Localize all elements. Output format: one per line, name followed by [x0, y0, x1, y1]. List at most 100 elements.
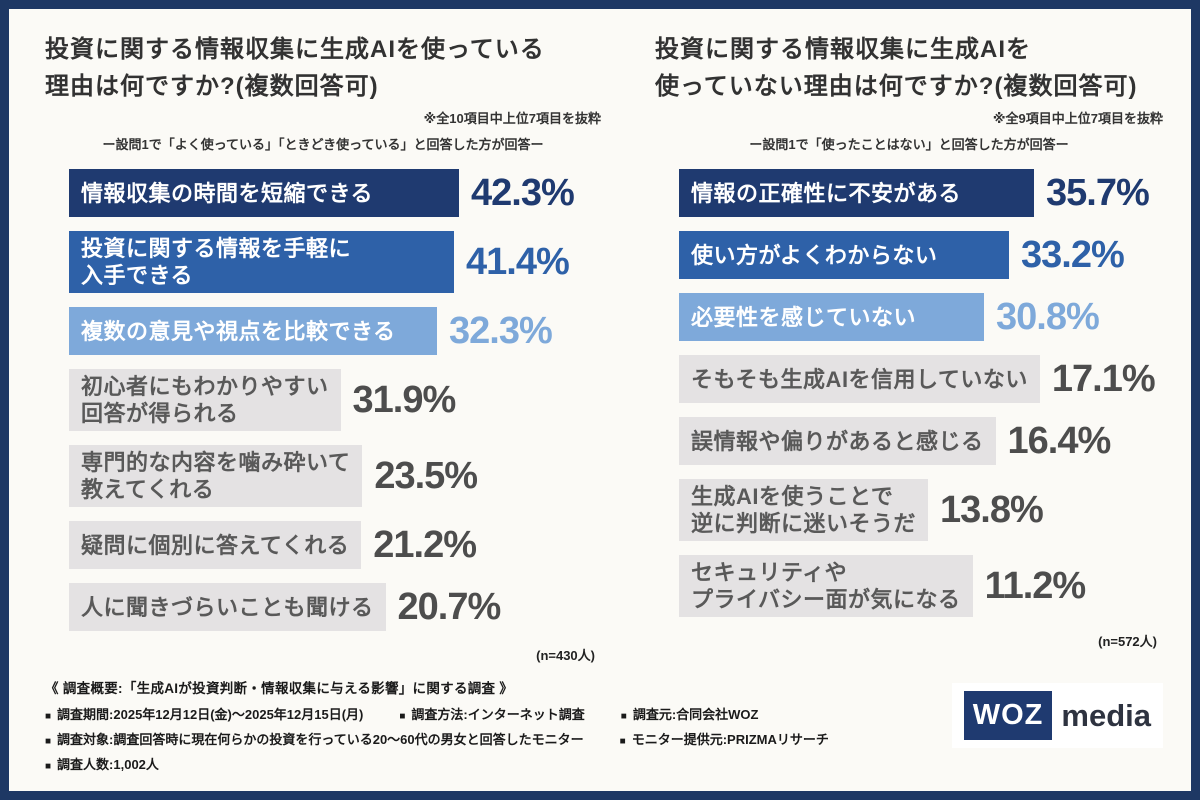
survey-meta-row: ■ 調査対象:調査回答時に現在何らかの投資を行っている20〜60代の男女と回答し…	[45, 729, 928, 748]
bullet-icon: ■	[45, 761, 52, 772]
bar-row: 生成AIを使うことで 逆に判断に迷いそうだ 13.8%	[679, 479, 1163, 541]
bar-label: そもそも生成AIを信用していない	[691, 366, 1028, 392]
bar-fill	[69, 231, 454, 293]
bar-fill	[679, 169, 1034, 217]
bar-value: 41.4%	[466, 240, 570, 283]
bar-row: 誤情報や偏りがあると感じる 16.4%	[679, 417, 1163, 465]
survey-source-text: 調査元:合同会社WOZ	[632, 707, 759, 722]
bar: 生成AIを使うことで 逆に判断に迷いそうだ	[679, 479, 929, 541]
bar-list: 情報の正確性に不安がある 35.7% 使い方がよくわからない 33.2% 必要性を感じて…	[679, 169, 1163, 617]
chart-subtitle: ー設問1で「使ったことはない」と回答した方が回答ー	[749, 137, 1069, 152]
bar-fill	[679, 417, 996, 465]
bar: 情報収集の時間を短縮できる	[69, 169, 459, 217]
bar-fill	[69, 445, 363, 507]
bar-fill	[69, 307, 437, 355]
bar-label: 初心者にもわかりやすい 回答が得られる	[81, 374, 329, 426]
bar-value: 23.5%	[374, 454, 478, 497]
bar-label: 必要性を感じていない	[691, 304, 917, 330]
survey-meta-row: ■ 調査期間:2025年12月12日(金)〜2025年12月15日(月) ■ 調…	[45, 704, 928, 723]
survey-period-text: 調査期間:2025年12月12日(金)〜2025年12月15日(月)	[57, 707, 364, 722]
survey-respondents: ■ 調査人数:1,002人	[45, 754, 159, 773]
bar-fill	[679, 479, 929, 541]
survey-monitor-provider: ■ モニター提供元:PRIZMAリサーチ	[620, 729, 829, 748]
woz-logo-media-text: media	[1061, 697, 1151, 733]
bar: 複数の意見や視点を比較できる	[69, 307, 437, 355]
bar-value: 31.9%	[352, 378, 457, 421]
bar-row: 使い方がよくわからない 33.2%	[679, 231, 1163, 279]
bar-label: 使い方がよくわからない	[691, 242, 938, 268]
bar-fill	[679, 355, 1040, 403]
bullet-icon: ■	[45, 711, 52, 722]
sample-size: (n=430人)	[536, 648, 595, 663]
bar-label: 投資に関する情報を手軽に 入手できる	[81, 236, 352, 288]
bar-value: 32.3%	[449, 309, 553, 352]
bar-row: 必要性を感じていない 30.8%	[679, 293, 1163, 341]
survey-period: ■ 調査期間:2025年12月12日(金)〜2025年12月15日(月)	[45, 704, 363, 723]
bar: 投資に関する情報を手軽に 入手できる	[69, 231, 454, 293]
chart-note: ※全9項目中上位7項目を抜粋	[992, 111, 1163, 126]
bar-row: 投資に関する情報を手軽に 入手できる 41.4%	[69, 231, 601, 293]
bar-row: 複数の意見や視点を比較できる 32.3%	[69, 307, 601, 355]
survey-heading: 《 調査概要:「生成AIが投資判断・情報収集に与える影響」に関する調査 》	[45, 681, 514, 696]
bar: 使い方がよくわからない	[679, 231, 1009, 279]
bar-label: 複数の意見や視点を比較できる	[81, 318, 396, 344]
bar-label: 専門的な内容を噛み砕いて 教えてくれる	[81, 450, 351, 502]
bar: 必要性を感じていない	[679, 293, 984, 341]
bar-value: 13.8%	[940, 488, 1044, 531]
bar-value: 35.7%	[1046, 171, 1150, 214]
survey-footer: 《 調査概要:「生成AIが投資判断・情報収集に与える影響」に関する調査 》 ■ …	[9, 669, 1191, 791]
bar: 誤情報や偏りがあると感じる	[679, 417, 996, 465]
bar-row: 初心者にもわかりやすい 回答が得られる 31.9%	[69, 369, 601, 431]
bullet-icon: ■	[45, 736, 52, 747]
bar-value: 30.8%	[996, 295, 1100, 338]
bar-value: 20.7%	[397, 585, 502, 628]
bar-value: 33.2%	[1021, 233, 1125, 276]
bullet-icon: ■	[620, 711, 627, 722]
bar-fill	[679, 231, 1009, 279]
bar-label: 情報収集の時間を短縮できる	[81, 180, 374, 206]
bar-row: 専門的な内容を噛み砕いて 教えてくれる 23.5%	[69, 445, 601, 507]
bar-value: 11.2%	[984, 564, 1087, 607]
survey-method-text: 調査方法:インターネット調査	[411, 707, 585, 722]
survey-target-text: 調査対象:調査回答時に現在何らかの投資を行っている20〜60代の男女と回答したモ…	[57, 732, 584, 747]
survey-meta-row: ■ 調査人数:1,002人	[45, 754, 928, 773]
bar-fill	[69, 169, 459, 217]
bar-fill	[69, 521, 362, 569]
bar: セキュリティや プライバシー面が気になる	[679, 555, 973, 617]
bar-label: 生成AIを使うことで 逆に判断に迷いそうだ	[691, 484, 917, 536]
bar-label: セキュリティや プライバシー面が気になる	[691, 560, 961, 612]
bar: 人に聞きづらいことも聞ける	[69, 583, 386, 631]
survey-target: ■ 調査対象:調査回答時に現在何らかの投資を行っている20〜60代の男女と回答し…	[45, 729, 584, 748]
bar: 初心者にもわかりやすい 回答が得られる	[69, 369, 341, 431]
bar-value: 21.2%	[373, 523, 477, 566]
chart-title: 投資に関する情報収集に生成AIを使っている 理由は何ですか?(複数回答可)	[45, 36, 545, 100]
bar-fill	[679, 293, 984, 341]
survey-monitor-provider-text: モニター提供元:PRIZMAリサーチ	[631, 732, 829, 747]
bar-fill	[69, 369, 341, 431]
bar-label: 誤情報や偏りがあると感じる	[691, 428, 984, 454]
bar-value: 42.3%	[471, 171, 575, 214]
bar-row: 情報の正確性に不安がある 35.7%	[679, 169, 1163, 217]
survey-overview: 《 調査概要:「生成AIが投資判断・情報収集に与える影響」に関する調査 》 ■ …	[45, 677, 928, 779]
chart-title: 投資に関する情報収集に生成AIを 使っていない理由は何ですか?(複数回答可)	[655, 36, 1138, 100]
bar-label: 情報の正確性に不安がある	[691, 180, 962, 206]
charts-area: 投資に関する情報収集に生成AIを使っている 理由は何ですか?(複数回答可) ※全…	[9, 9, 1191, 669]
bar-fill	[69, 583, 386, 631]
bar-value: 16.4%	[1007, 419, 1112, 462]
survey-source: ■ 調査元:合同会社WOZ	[621, 704, 759, 723]
woz-logo-mark: WOZ	[963, 691, 1053, 740]
survey-respondents-text: 調査人数:1,002人	[57, 757, 159, 772]
bar-row: 人に聞きづらいことも聞ける 20.7%	[69, 583, 601, 631]
bar: 疑問に個別に答えてくれる	[69, 521, 362, 569]
chart-note: ※全10項目中上位7項目を抜粋	[423, 111, 601, 126]
bar-value: 17.1%	[1051, 357, 1156, 400]
chart-panel-using-reasons: 投資に関する情報収集に生成AIを使っている 理由は何ですか?(複数回答可) ※全…	[45, 31, 601, 669]
bar: 専門的な内容を噛み砕いて 教えてくれる	[69, 445, 363, 507]
woz-media-logo: WOZ media	[951, 683, 1163, 748]
bar: 情報の正確性に不安がある	[679, 169, 1034, 217]
bar-row: 情報収集の時間を短縮できる 42.3%	[69, 169, 601, 217]
bar-list: 情報収集の時間を短縮できる 42.3% 投資に関する情報を手軽に 入手できる 41.4…	[69, 169, 601, 631]
bullet-icon: ■	[399, 711, 406, 722]
chart-subtitle: ー設問1で「よく使っている」「ときどき使っている」と回答した方が回答ー	[102, 137, 544, 152]
